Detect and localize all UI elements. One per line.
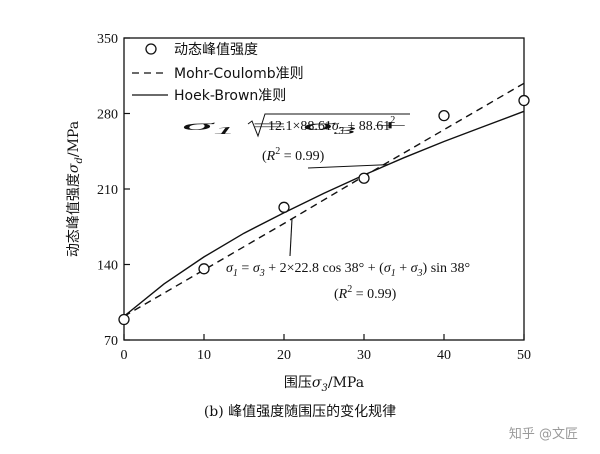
data-point-2 [278, 201, 290, 213]
series-layer [118, 82, 530, 326]
mc-leader-line [289, 218, 293, 257]
data-point-0 [118, 313, 130, 326]
x-tick-label-0: 0 [121, 348, 128, 363]
legend-marker-circle [145, 43, 157, 55]
y-axis-label: 动态峰值强度σd/MPa [66, 121, 85, 257]
data-point-3 [358, 172, 370, 184]
annotation-mohr-coulomb: σ1 = σ3 + 2×22.8 cos 38° + (σ1 + σ3) sin… [226, 218, 470, 302]
y-tick-label-0: 70 [104, 334, 118, 349]
y-tick-label-3: 280 [97, 108, 118, 123]
x-tick-label-2: 20 [277, 348, 291, 363]
sqrt-sign [247, 113, 410, 138]
legend-entry-0: 动态峰值强度 [174, 42, 258, 58]
data-point-5 [518, 94, 530, 107]
series-line-2 [123, 110, 525, 317]
data-point-4 [438, 110, 450, 122]
x-tick-label-1: 10 [197, 348, 211, 363]
plot-frame [123, 37, 525, 341]
x-tick-label-3: 30 [357, 348, 371, 363]
y-tick-label-1: 140 [97, 259, 118, 274]
series-line-1 [123, 82, 525, 317]
mc-r2: (R2 = 0.99) [334, 284, 397, 302]
x-axis-label: 围压σ3/MPa [284, 375, 364, 394]
x-tick-label-5: 50 [517, 348, 531, 363]
y-tick-label-2: 210 [97, 183, 118, 198]
y-tick-label-4: 350 [97, 32, 118, 47]
mc-equation: σ1 = σ3 + 2×22.8 cos 38° + (σ1 + σ3) sin… [226, 261, 470, 279]
x-tick-label-4: 40 [437, 348, 451, 363]
figure-caption: (b) 峰值强度随围压的变化规律 [204, 404, 396, 420]
data-point-1 [198, 263, 210, 275]
legend: 动态峰值强度 Mohr-Coulomb准则 Hoek-Brown准则 [132, 42, 304, 104]
watermark: 知乎 @文匠 [509, 426, 578, 442]
hb-equation-radicand: 12.1×88.61σ3 + 88.612 [268, 115, 395, 137]
y-axis-ticks: 70 140 210 280 350 [97, 32, 130, 349]
legend-entry-1: Mohr-Coulomb准则 [174, 66, 304, 82]
hb-r2: (R2 = 0.99) [262, 146, 325, 164]
legend-entry-2: Hoek-Brown准则 [174, 88, 286, 104]
hb-leader-line [307, 164, 389, 169]
x-axis-ticks: 0 10 20 30 40 50 [121, 334, 531, 363]
